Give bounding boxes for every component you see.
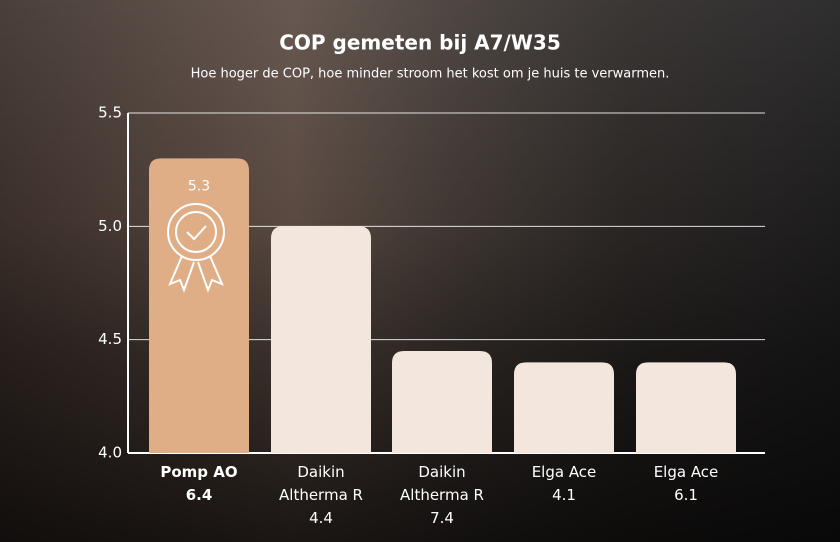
y-tick-label: 5.5 xyxy=(98,104,122,122)
chart-title: COP gemeten bij A7/W35 xyxy=(279,31,561,55)
x-tick-label: Pomp AO 6.4 xyxy=(160,463,238,504)
bar xyxy=(514,362,614,453)
y-tick-label: 5.0 xyxy=(98,217,122,235)
bar xyxy=(636,362,736,453)
award-part xyxy=(197,255,224,293)
x-tick-label: Daikin Altherma R 7.4 xyxy=(400,463,484,527)
award-part xyxy=(167,203,225,261)
award-part xyxy=(186,225,207,241)
x-tick-label: Daikin Altherma R 4.4 xyxy=(279,463,363,527)
bar xyxy=(149,158,249,454)
y-tick-label: 4.0 xyxy=(98,444,122,462)
y-tick-label: 4.5 xyxy=(98,330,122,348)
award-part xyxy=(168,255,195,293)
chart-subtitle: Hoe hoger de COP, hoe minder stroom het … xyxy=(191,67,670,82)
award-icon xyxy=(167,203,225,293)
bar xyxy=(271,226,371,453)
x-tick-label: Elga Ace 6.1 xyxy=(653,463,719,504)
x-tick-label: Elga Ace 4.1 xyxy=(531,463,597,504)
award-part xyxy=(175,211,217,253)
value-label: 5.3 xyxy=(188,178,210,194)
bar xyxy=(392,351,492,453)
